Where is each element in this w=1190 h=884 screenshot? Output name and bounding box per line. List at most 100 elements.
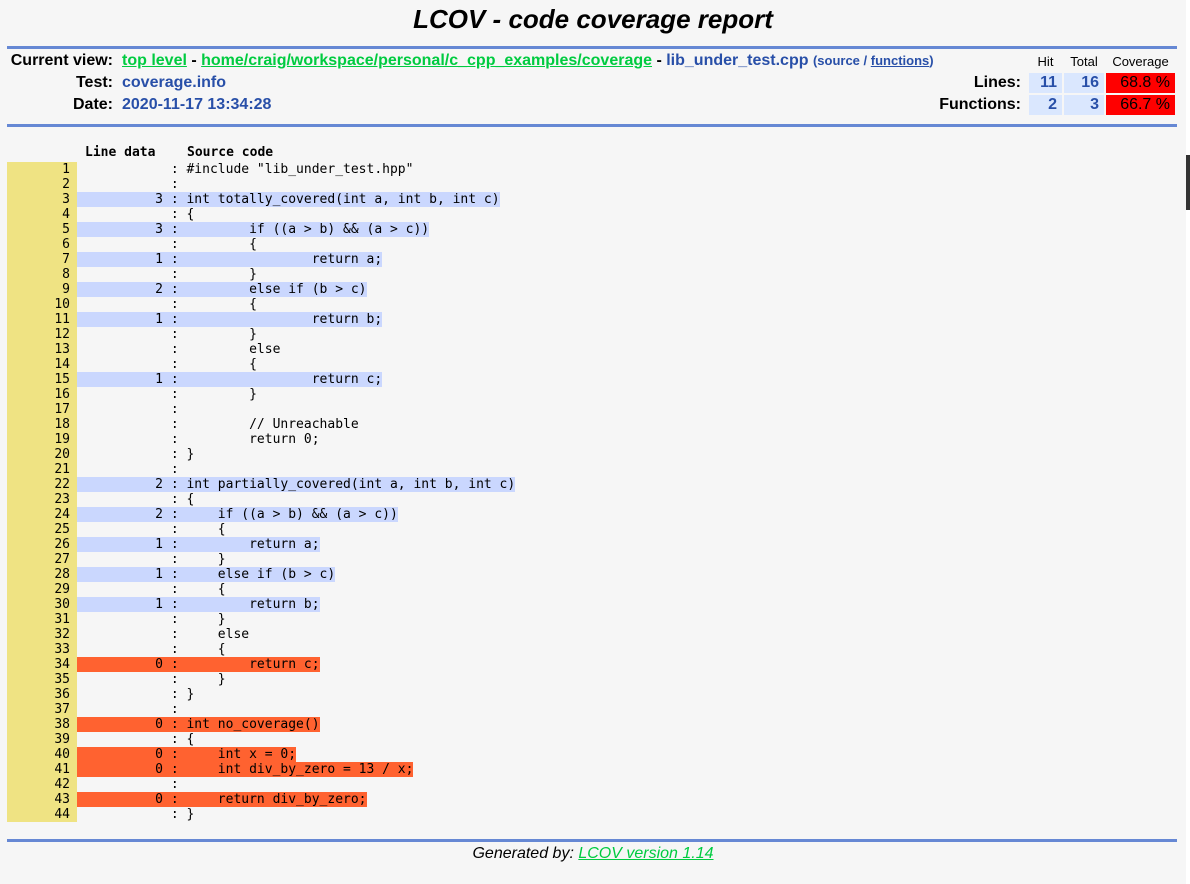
source-line: 13 : else (7, 342, 1177, 357)
source-line: 41 0 : int div_by_zero = 13 / x; (7, 762, 1177, 777)
line-number[interactable]: 16 (7, 387, 77, 402)
line-source: { (186, 357, 257, 372)
line-number[interactable]: 25 (7, 522, 77, 537)
line-separator: : (163, 552, 187, 567)
line-separator: : (163, 192, 187, 207)
line-number[interactable]: 9 (7, 282, 77, 297)
line-content: : { (77, 237, 257, 252)
line-content: 1 : return a; (77, 252, 383, 267)
footer: Generated by: LCOV version 1.14 (0, 845, 1186, 863)
line-number[interactable]: 37 (7, 702, 77, 717)
line-separator: : (163, 747, 187, 762)
line-content: 2 : int partially_covered(int a, int b, … (77, 477, 516, 492)
line-number[interactable]: 24 (7, 507, 77, 522)
line-separator: : (163, 702, 187, 717)
line-separator: : (163, 402, 187, 417)
date-value: 2020-11-17 13:34:28 (122, 96, 272, 113)
line-number[interactable]: 23 (7, 492, 77, 507)
line-content: : { (77, 297, 257, 312)
line-number[interactable]: 8 (7, 267, 77, 282)
stats-functions-hit: 2 (1029, 95, 1062, 115)
line-number[interactable]: 40 (7, 747, 77, 762)
breadcrumb-top-level-link[interactable]: top level (122, 52, 187, 69)
stats-functions-total: 3 (1064, 95, 1104, 115)
line-source: { (186, 237, 257, 252)
line-content: : { (77, 582, 226, 597)
line-number[interactable]: 21 (7, 462, 77, 477)
line-source: } (186, 552, 226, 567)
header-rule-bottom (7, 124, 1177, 127)
source-line: 33 : { (7, 642, 1177, 657)
line-content: 3 : int totally_covered(int a, int b, in… (77, 192, 500, 207)
source-line: 24 2 : if ((a > b) && (a > c)) (7, 507, 1177, 522)
line-source: // Unreachable (186, 417, 359, 432)
line-number[interactable]: 30 (7, 597, 77, 612)
line-number[interactable]: 31 (7, 612, 77, 627)
line-content: 0 : return c; (77, 657, 320, 672)
source-line: 40 0 : int x = 0; (7, 747, 1177, 762)
line-number[interactable]: 39 (7, 732, 77, 747)
line-number[interactable]: 33 (7, 642, 77, 657)
line-separator: : (163, 537, 187, 552)
line-number[interactable]: 27 (7, 552, 77, 567)
line-number[interactable]: 6 (7, 237, 77, 252)
line-number[interactable]: 28 (7, 567, 77, 582)
line-number[interactable]: 12 (7, 327, 77, 342)
view-functions-link[interactable]: functions (870, 53, 930, 68)
line-separator: : (163, 477, 187, 492)
line-number[interactable]: 14 (7, 357, 77, 372)
line-content: : (77, 402, 186, 417)
line-source: { (186, 522, 226, 537)
line-content: 1 : return c; (77, 372, 383, 387)
line-separator: : (163, 372, 187, 387)
test-value: coverage.info (122, 74, 227, 91)
line-number[interactable]: 11 (7, 312, 77, 327)
line-number[interactable]: 41 (7, 762, 77, 777)
line-number[interactable]: 20 (7, 447, 77, 462)
line-number[interactable]: 2 (7, 177, 77, 192)
line-source: } (186, 267, 257, 282)
line-number[interactable]: 5 (7, 222, 77, 237)
line-number[interactable]: 38 (7, 717, 77, 732)
line-number[interactable]: 43 (7, 792, 77, 807)
line-separator: : (163, 387, 187, 402)
line-number[interactable]: 4 (7, 207, 77, 222)
line-number[interactable]: 7 (7, 252, 77, 267)
line-content: 0 : int div_by_zero = 13 / x; (77, 762, 414, 777)
line-number[interactable]: 10 (7, 297, 77, 312)
source-line: 30 1 : return b; (7, 597, 1177, 612)
line-separator: : (163, 297, 187, 312)
line-source: { (186, 642, 226, 657)
lcov-version-link[interactable]: LCOV version 1.14 (578, 845, 714, 862)
line-number[interactable]: 34 (7, 657, 77, 672)
scrollbar-track[interactable] (1186, 0, 1190, 884)
scrollbar-thumb[interactable] (1186, 155, 1190, 210)
line-number[interactable]: 22 (7, 477, 77, 492)
line-number[interactable]: 1 (7, 162, 77, 177)
line-number[interactable]: 17 (7, 402, 77, 417)
line-source: } (186, 327, 257, 342)
line-number[interactable]: 19 (7, 432, 77, 447)
source-line: 23 : { (7, 492, 1177, 507)
footer-generated-by: Generated by: (472, 845, 579, 862)
line-separator: : (163, 777, 187, 792)
line-number[interactable]: 36 (7, 687, 77, 702)
line-content: : else (77, 342, 281, 357)
line-number[interactable]: 35 (7, 672, 77, 687)
line-separator: : (163, 342, 187, 357)
line-number[interactable]: 15 (7, 372, 77, 387)
line-number[interactable]: 32 (7, 627, 77, 642)
line-content: : } (77, 672, 226, 687)
line-separator: : (163, 612, 187, 627)
line-number[interactable]: 18 (7, 417, 77, 432)
line-number[interactable]: 44 (7, 807, 77, 822)
breadcrumb-directory-link[interactable]: home/craig/workspace/personal/c_cpp_exam… (201, 52, 653, 69)
line-number[interactable]: 29 (7, 582, 77, 597)
date-label: Date: (72, 96, 113, 113)
line-number[interactable]: 13 (7, 342, 77, 357)
line-number[interactable]: 26 (7, 537, 77, 552)
line-number[interactable]: 42 (7, 777, 77, 792)
line-number[interactable]: 3 (7, 192, 77, 207)
line-hit-count: 1 (155, 372, 163, 387)
